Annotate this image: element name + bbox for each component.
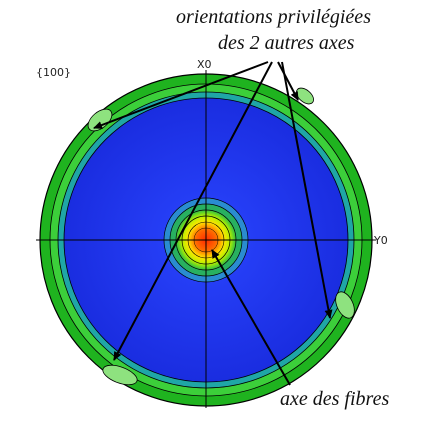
axis-y-label: Y0 [374, 234, 388, 247]
arrow-to-center [211, 249, 291, 386]
annotation-top-line1: orientations privilégiées [176, 6, 371, 28]
rim-patch-lower-left [102, 364, 138, 386]
arrow-to-upper-right [277, 61, 299, 101]
rim-patch-right [335, 291, 355, 319]
arrow-to-right [281, 61, 333, 319]
arrow-to-upper-left [93, 61, 269, 129]
projection-label: {100} [36, 66, 71, 79]
rim-patch-upper-right [296, 87, 314, 105]
annotation-bottom: axe des fibres [280, 388, 390, 410]
arrow-to-lower-left [113, 61, 273, 361]
axis-x-label: X0 [197, 58, 212, 71]
annotation-top-line2: des 2 autres axes [218, 32, 355, 54]
